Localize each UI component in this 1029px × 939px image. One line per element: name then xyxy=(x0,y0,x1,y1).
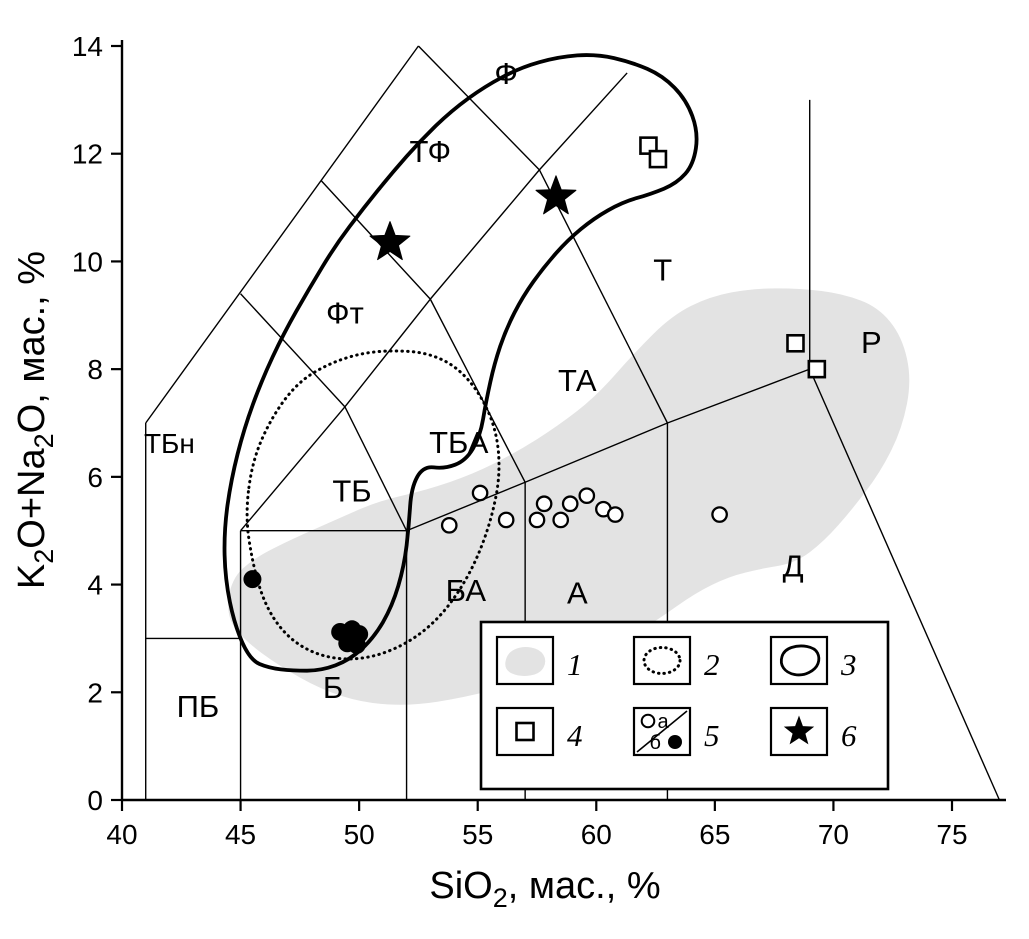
legend-filled-star-swatch xyxy=(783,715,815,745)
x-tick-label: 40 xyxy=(106,819,137,850)
series-filled-circles xyxy=(243,570,369,654)
y-tick-label: 12 xyxy=(72,139,103,170)
y-tick-label: 8 xyxy=(87,354,103,385)
field-label: ТФ xyxy=(410,134,451,169)
legend-number: 2 xyxy=(704,647,720,682)
data-point-open-circle xyxy=(552,511,570,529)
data-point-filled-circle xyxy=(347,635,366,654)
field-boundary-line xyxy=(240,406,346,532)
legend-number: 6 xyxy=(841,718,857,753)
legend-item-5: аб 5 xyxy=(632,706,720,757)
x-tick-label: 45 xyxy=(225,819,256,850)
x-tick-label: 65 xyxy=(699,819,730,850)
field-boundary-line xyxy=(406,481,526,532)
series-open-circles xyxy=(440,484,728,534)
region-solid-field xyxy=(222,53,699,673)
field-label: БА xyxy=(446,573,487,608)
data-point-open-circle xyxy=(528,511,546,529)
y-tick-label: 4 xyxy=(87,570,103,601)
field-label: ТБА xyxy=(429,425,489,460)
field-boundary-line xyxy=(538,72,628,171)
data-point-open-square xyxy=(648,149,668,169)
data-point-open-circle xyxy=(497,511,515,529)
legend: 1 2 3 4 аб 5 6 xyxy=(479,620,890,791)
series-stars xyxy=(369,175,577,261)
y-axis-title: K2O+Na2O, мас., % xyxy=(11,251,59,589)
data-point-open-square xyxy=(786,333,805,353)
legend-symbol-box xyxy=(632,635,692,686)
legend-number: 1 xyxy=(567,647,583,682)
legend-dotted-field-swatch xyxy=(642,646,682,675)
field-boundary-line xyxy=(538,169,669,424)
x-tick-label: 75 xyxy=(936,819,967,850)
x-tick-label: 70 xyxy=(818,819,849,850)
data-point-open-circle xyxy=(471,484,489,502)
field-boundary-line xyxy=(145,45,419,424)
legend-item-1: 1 xyxy=(495,635,583,686)
x-tick-label: 60 xyxy=(581,819,612,850)
data-point-open-square xyxy=(639,136,658,155)
y-tick-label: 0 xyxy=(87,785,103,816)
x-tick-label: 55 xyxy=(462,819,493,850)
field-boundary-line xyxy=(344,406,408,532)
legend-gray-field-swatch xyxy=(505,647,546,676)
field-label: Фт xyxy=(326,296,364,331)
field-label: ПБ xyxy=(177,689,220,724)
legend-open-circle-swatch xyxy=(640,713,656,729)
y-tick-label: 2 xyxy=(87,677,103,708)
field-label: Т xyxy=(653,253,672,288)
legend-item-3: 3 xyxy=(769,635,857,686)
field-boundary-line xyxy=(809,368,1001,801)
field-boundary-line xyxy=(417,45,540,171)
data-point-open-circle xyxy=(578,487,596,505)
legend-solid-field-swatch xyxy=(779,644,821,677)
field-label: Д xyxy=(783,549,804,584)
field-boundary-line xyxy=(344,298,431,408)
x-tick-label: 50 xyxy=(344,819,375,850)
legend-number: 5 xyxy=(704,718,720,753)
data-point-star xyxy=(535,175,577,215)
field-boundary-line xyxy=(524,422,668,483)
data-point-filled-circle xyxy=(243,570,262,589)
field-label: Р xyxy=(861,325,882,360)
legend-item-6: 6 xyxy=(769,706,857,757)
x-axis-title: SiO2, мас., % xyxy=(429,865,660,913)
data-point-open-circle xyxy=(561,495,579,513)
legend-open-square-swatch xyxy=(515,721,535,742)
field-label: ТА xyxy=(558,363,597,398)
field-label: Б xyxy=(323,670,343,705)
y-tick-label: 14 xyxy=(72,31,103,62)
field-label: А xyxy=(567,576,588,611)
region-dotted-field xyxy=(245,349,501,661)
legend-diagonal-divider xyxy=(636,710,688,753)
y-tick-label: 10 xyxy=(72,246,103,277)
legend-sublabel-a: а xyxy=(657,711,669,733)
data-point-open-circle xyxy=(535,495,553,513)
field-label: ТБн xyxy=(144,428,195,459)
y-tick-label: 6 xyxy=(87,462,103,493)
field-label: ТБ xyxy=(332,473,371,508)
data-point-open-circle xyxy=(606,506,624,523)
field-boundary-line xyxy=(429,298,526,483)
legend-filled-circle-swatch xyxy=(668,735,682,749)
field-boundary-line xyxy=(240,293,346,408)
field-labels: Ф ТФ Фт ТБн ТБ ТБА ТА Т Р БА А Д ПБ Б xyxy=(144,56,882,724)
legend-item-2: 2 xyxy=(632,635,720,686)
data-point-open-square xyxy=(807,359,827,379)
legend-number: 4 xyxy=(567,718,583,753)
data-point-star xyxy=(369,221,411,261)
legend-sublabel-b: б xyxy=(650,732,661,754)
legend-item-4: 4 xyxy=(495,706,583,757)
data-point-open-circle xyxy=(440,516,458,534)
series-open-squares xyxy=(639,136,827,379)
data-point-open-circle xyxy=(711,506,728,523)
legend-number: 3 xyxy=(840,647,857,682)
field-boundary-line xyxy=(429,169,540,300)
field-label: Ф xyxy=(494,56,518,91)
field-boundary-line xyxy=(667,368,810,424)
